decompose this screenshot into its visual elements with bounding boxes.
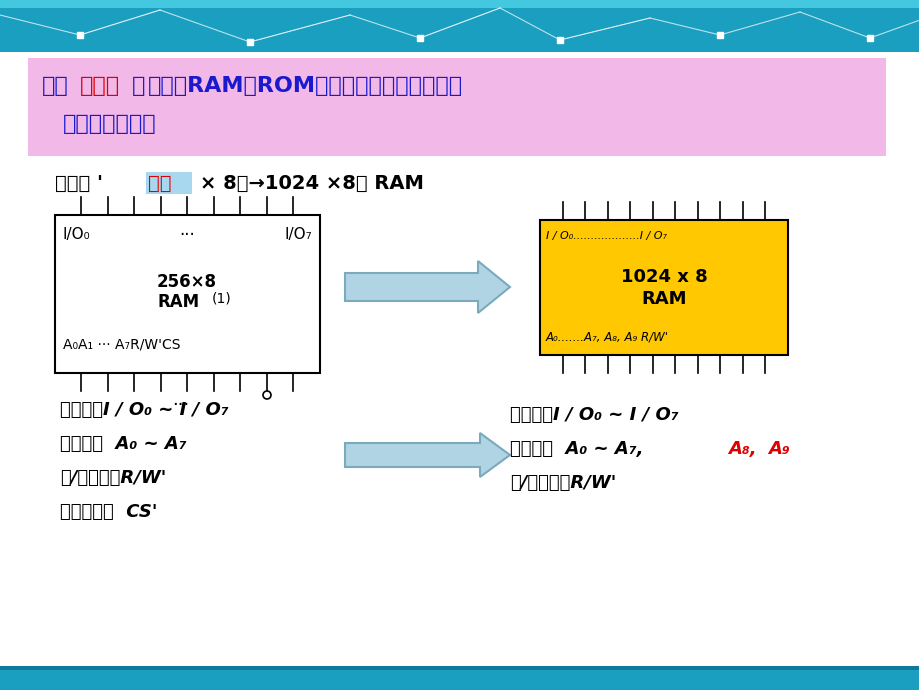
Text: 地址线：  A₀ ~ A₇: 地址线： A₀ ~ A₇ (60, 435, 187, 453)
Text: ···: ··· (172, 396, 189, 414)
Bar (28, 58, 885, 156)
Text: 1024 x 8: 1024 x 8 (620, 268, 707, 286)
Bar (0, 0, 919, 8)
Bar (0, 670, 919, 690)
Text: 字扩展: 字扩展 (80, 76, 120, 96)
Text: I / O₀...................I / O₇: I / O₀...................I / O₇ (545, 231, 666, 241)
Text: A₈,: A₈, (727, 440, 755, 458)
Text: ···: ··· (179, 226, 195, 244)
Bar (0, 0, 919, 52)
Text: (1): (1) (211, 292, 232, 306)
Text: 256×8: 256×8 (157, 273, 217, 291)
FancyArrow shape (345, 433, 509, 477)
Text: A₀A₁ ··· A₇R/W'CS: A₀A₁ ··· A₇R/W'CS (62, 338, 180, 352)
Text: A₉: A₉ (767, 440, 789, 458)
Bar (55, 215, 320, 373)
Text: A₀.......A₇, A₈, A₉ R/W': A₀.......A₇, A₈, A₉ R/W' (545, 331, 668, 344)
Text: 数据线：I / O₀ ~ I / O₇: 数据线：I / O₀ ~ I / O₇ (509, 406, 678, 424)
Text: RAM: RAM (641, 290, 686, 308)
Bar (146, 172, 192, 194)
Text: 读/写信号：R/W': 读/写信号：R/W' (509, 474, 616, 492)
Text: 二、: 二、 (42, 76, 69, 96)
Text: 需进行字扩展。: 需进行字扩展。 (62, 114, 156, 134)
FancyArrow shape (345, 261, 509, 313)
Text: 读/写信号：R/W': 读/写信号：R/W' (60, 469, 166, 487)
Text: 四片: 四片 (148, 173, 171, 193)
Text: 地址线：  A₀ ~ A₇,: 地址线： A₀ ~ A₇, (509, 440, 642, 458)
Text: × 8位→1024 ×8位 RAM: × 8位→1024 ×8位 RAM (199, 173, 424, 193)
Text: ：: ： (131, 76, 145, 96)
Text: 例：用 ': 例：用 ' (55, 173, 103, 193)
Text: RAM: RAM (158, 293, 199, 311)
Text: 当每片RAM、ROM位数够用而字数不够时，: 当每片RAM、ROM位数够用而字数不够时， (148, 76, 462, 96)
Text: I/O₇: I/O₇ (284, 228, 312, 242)
Text: 数据线：I / O₀ ~ I / O₇: 数据线：I / O₀ ~ I / O₇ (60, 401, 229, 419)
Text: I/O₀: I/O₀ (62, 228, 91, 242)
Bar (539, 220, 788, 355)
Circle shape (263, 391, 271, 399)
Bar (0, 666, 919, 670)
Text: 片选信号：  CS': 片选信号： CS' (60, 503, 157, 521)
